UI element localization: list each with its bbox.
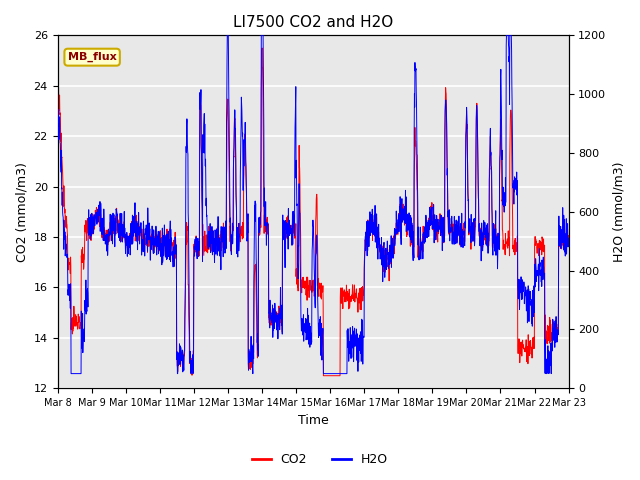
- Text: MB_flux: MB_flux: [68, 52, 116, 62]
- Title: LI7500 CO2 and H2O: LI7500 CO2 and H2O: [233, 15, 393, 30]
- X-axis label: Time: Time: [298, 414, 328, 427]
- Y-axis label: H2O (mmol/m3): H2O (mmol/m3): [612, 162, 625, 262]
- Legend: CO2, H2O: CO2, H2O: [247, 448, 393, 471]
- Y-axis label: CO2 (mmol/m3): CO2 (mmol/m3): [15, 162, 28, 262]
